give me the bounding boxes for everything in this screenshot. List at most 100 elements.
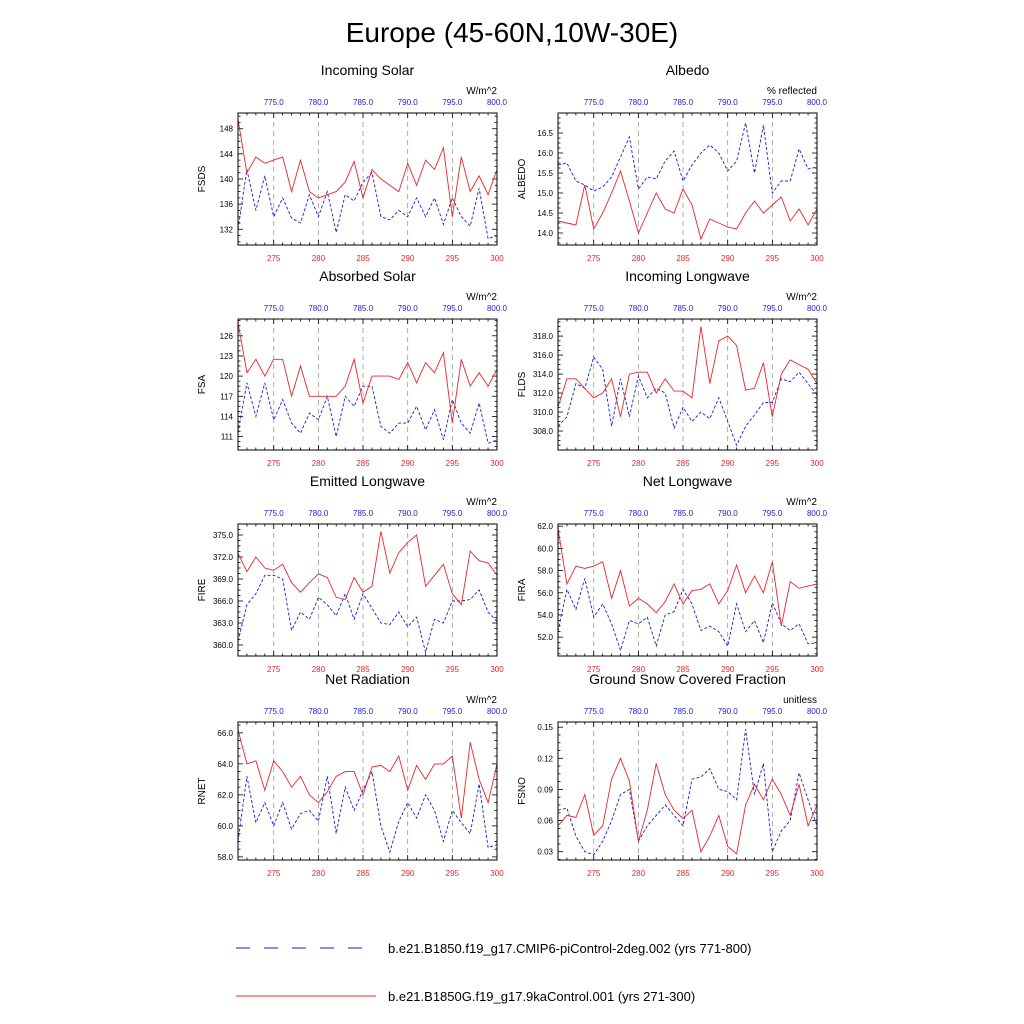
x-tick-label-top: 785.0 (673, 98, 694, 107)
x-tick-label-bottom: 280 (312, 869, 326, 878)
y-tick-label: 0.15 (537, 723, 553, 732)
x-tick-label-top: 785.0 (353, 509, 374, 518)
x-tick-label-top: 790.0 (398, 98, 419, 107)
x-tick-label-top: 795.0 (762, 98, 783, 107)
y-tick-label: 123 (220, 352, 234, 361)
x-tick-label-top: 775.0 (264, 707, 285, 716)
x-tick-label-bottom: 285 (676, 459, 690, 468)
x-tick-label-bottom: 300 (490, 459, 504, 468)
y-axis-label: RNET (197, 777, 208, 804)
units-label: % reflected (767, 86, 817, 97)
x-tick-label-top: 800.0 (807, 509, 828, 518)
x-tick-label-top: 780.0 (628, 509, 649, 518)
panel-fsa: Absorbed Solar W/m^2 FSA 275 280 285 290 295 300… (197, 268, 508, 468)
x-tick-label-bottom: 295 (446, 869, 460, 878)
y-tick-label: 375.0 (213, 531, 234, 540)
y-tick-label: 366.0 (213, 597, 234, 606)
series-line-control-2deg (557, 729, 818, 856)
x-tick-label-top: 780.0 (628, 707, 649, 716)
y-axis-label: FSDS (197, 165, 208, 192)
x-tick-label-bottom: 295 (446, 254, 460, 263)
series-line-control-2deg (557, 355, 818, 447)
x-tick-label-bottom: 280 (312, 665, 326, 674)
x-tick-label-bottom: 290 (721, 665, 735, 674)
x-tick-label-top: 785.0 (673, 304, 694, 313)
units-label: W/m^2 (466, 497, 497, 508)
x-tick-label-top: 795.0 (442, 509, 463, 518)
x-tick-label-top: 780.0 (308, 98, 329, 107)
x-tick-label-bottom: 290 (401, 459, 415, 468)
units-label: W/m^2 (786, 292, 817, 303)
x-tick-label-bottom: 285 (676, 869, 690, 878)
x-tick-label-bottom: 280 (312, 459, 326, 468)
x-tick-label-top: 795.0 (762, 304, 783, 313)
y-tick-label: 16.5 (537, 129, 553, 138)
series-line-control-2deg (237, 574, 498, 655)
x-tick-label-top: 780.0 (308, 707, 329, 716)
x-tick-label-bottom: 290 (721, 254, 735, 263)
y-tick-label: 111 (221, 433, 234, 442)
x-tick-label-top: 790.0 (398, 304, 419, 313)
y-tick-label: 132 (220, 225, 234, 234)
x-tick-label-top: 775.0 (264, 509, 285, 518)
plot-frame (237, 721, 498, 861)
y-tick-label: 316.0 (533, 351, 554, 360)
x-tick-label-bottom: 295 (446, 459, 460, 468)
x-tick-label-top: 775.0 (264, 304, 285, 313)
y-tick-label: 148 (220, 125, 234, 134)
series-line-9ka-control (237, 531, 498, 606)
series-line-9ka-control (237, 322, 498, 424)
series-line-9ka-control (237, 119, 498, 217)
y-tick-label: 126 (220, 332, 234, 341)
y-axis-label: FIRA (517, 578, 528, 601)
units-label: W/m^2 (466, 86, 497, 97)
y-tick-label: 54.0 (537, 611, 553, 620)
plot-frame (557, 112, 818, 246)
x-tick-label-top: 800.0 (487, 707, 508, 716)
plot-frame (237, 523, 498, 657)
y-tick-label: 66.0 (217, 729, 233, 738)
x-tick-label-top: 780.0 (628, 98, 649, 107)
y-tick-label: 318.0 (533, 332, 554, 341)
x-tick-label-top: 785.0 (353, 707, 374, 716)
y-tick-label: 60.0 (537, 544, 553, 553)
y-tick-label: 372.0 (213, 553, 234, 562)
y-tick-label: 14.5 (537, 209, 553, 218)
panel-title: Emitted Longwave (310, 473, 425, 489)
y-tick-label: 140 (220, 175, 234, 184)
x-tick-label-bottom: 300 (810, 869, 824, 878)
x-tick-label-top: 800.0 (487, 98, 508, 107)
series-line-9ka-control (557, 528, 818, 627)
x-tick-label-bottom: 275 (587, 869, 601, 878)
panel-flds: Incoming Longwave W/m^2 FLDS 275 280 285 290 29… (517, 268, 828, 468)
x-tick-label-top: 795.0 (762, 509, 783, 518)
x-tick-label-top: 800.0 (487, 304, 508, 313)
y-tick-label: 0.09 (537, 785, 553, 794)
units-label: unitless (783, 695, 817, 706)
y-tick-label: 120 (220, 372, 234, 381)
y-tick-label: 369.0 (213, 575, 234, 584)
panel-rnet: Net Radiation W/m^2 RNET 275 280 285 290 295 300… (197, 671, 508, 878)
x-tick-label-top: 775.0 (584, 509, 605, 518)
y-axis-label: FIRE (197, 578, 208, 601)
series-line-control-2deg (237, 169, 498, 240)
x-tick-label-top: 795.0 (442, 98, 463, 107)
x-tick-label-bottom: 275 (267, 869, 281, 878)
plot-frame (237, 318, 498, 451)
x-tick-label-bottom: 280 (632, 869, 646, 878)
x-tick-label-bottom: 300 (490, 254, 504, 263)
panel-title: Net Longwave (643, 473, 733, 489)
y-tick-label: 16.0 (537, 149, 553, 158)
x-tick-label-bottom: 285 (356, 665, 370, 674)
x-tick-label-bottom: 285 (676, 665, 690, 674)
x-tick-label-top: 790.0 (718, 509, 739, 518)
x-tick-label-top: 785.0 (673, 509, 694, 518)
x-tick-label-top: 800.0 (807, 98, 828, 107)
x-tick-label-bottom: 300 (490, 665, 504, 674)
y-tick-label: 136 (220, 200, 234, 209)
x-tick-label-bottom: 275 (267, 254, 281, 263)
series-line-control-2deg (237, 382, 498, 444)
y-tick-label: 0.03 (537, 848, 553, 857)
x-tick-label-bottom: 300 (810, 459, 824, 468)
